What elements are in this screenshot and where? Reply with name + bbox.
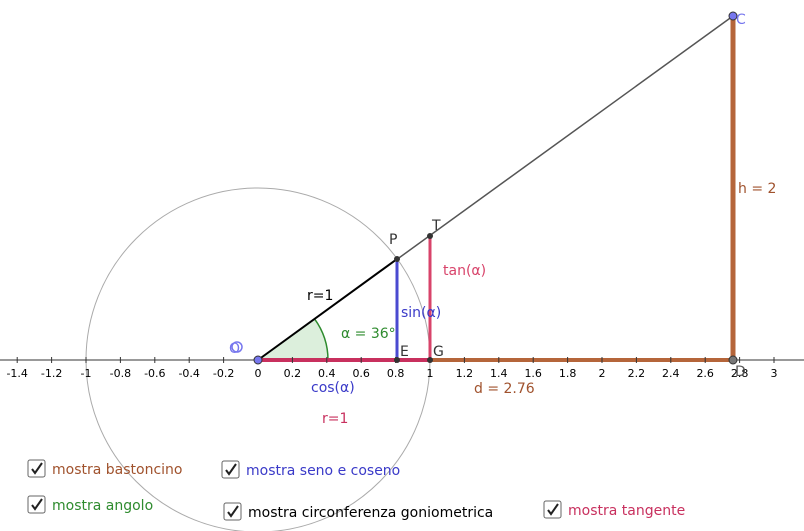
checkbox[interactable]: mostra tangente: [543, 500, 685, 519]
tick-label: -0.8: [110, 367, 131, 380]
label-o: O: [229, 341, 240, 357]
checkbox-check: [31, 462, 43, 475]
checkbox[interactable]: mostra seno e coseno: [221, 460, 400, 479]
point-g: [427, 357, 433, 363]
checkbox[interactable]: mostra bastoncino: [27, 459, 182, 478]
label-sin: sin(α): [401, 305, 441, 321]
tick-label: 1.2: [456, 367, 474, 380]
checkbox-check: [225, 463, 237, 476]
label-radius: r=1: [307, 288, 333, 304]
label-radius-2: r=1: [322, 411, 348, 427]
label-t: T: [431, 218, 441, 234]
checkbox[interactable]: mostra angolo: [27, 495, 153, 514]
point-d: [728, 355, 738, 365]
tick-label: 2.4: [662, 367, 680, 380]
tick-label: -0.6: [144, 367, 165, 380]
tick-label: 0.6: [352, 367, 370, 380]
tick-label: -1.2: [41, 367, 62, 380]
axis-ticks: -1.4 -1.2 -1 -0.8 -0.6 -0.4 -0.2 0 0.2 0.4 0.6 0.8 1…: [6, 357, 778, 380]
checkbox-label[interactable]: mostra seno e coseno: [246, 463, 400, 479]
point-t: [427, 233, 433, 239]
tick-label: 0.4: [318, 367, 336, 380]
angle-arc: [313, 318, 329, 361]
label-g: G: [433, 344, 444, 360]
checkbox-check: [227, 505, 239, 518]
tick-label: -0.4: [178, 367, 199, 380]
label-d: D: [735, 364, 746, 380]
tick-label: -0.2: [213, 367, 234, 380]
label-d-length: d = 2.76: [474, 381, 535, 397]
tick-label: 0.2: [284, 367, 302, 380]
tick-label: 1: [427, 367, 434, 380]
checkbox-group: mostra bastoncino mostra seno e coseno mos…: [27, 459, 685, 521]
label-angle: α = 36°: [341, 326, 396, 342]
point-o-marker: [231, 341, 243, 353]
tick-label: -1.4: [6, 367, 27, 380]
checkbox-box[interactable]: [27, 495, 46, 514]
checkbox-label[interactable]: mostra bastoncino: [52, 462, 182, 478]
point-p: [394, 256, 400, 262]
checkbox-check: [547, 503, 559, 516]
tick-label: 1.8: [559, 367, 577, 380]
point-e: [394, 357, 400, 363]
point-origin: [253, 355, 263, 365]
label-h: h = 2: [738, 181, 776, 197]
tick-label: 0: [255, 367, 262, 380]
label-cos: cos(α): [311, 380, 355, 396]
checkbox-box[interactable]: [223, 502, 242, 521]
tick-label: 0.8: [387, 367, 405, 380]
checkbox-check: [31, 498, 43, 511]
checkbox-box[interactable]: [221, 460, 240, 479]
tick-label: -1: [81, 367, 92, 380]
tick-label: 3: [771, 367, 778, 380]
tick-label: 2: [599, 367, 606, 380]
label-e: E: [400, 344, 409, 360]
radius-segment: [257, 258, 398, 361]
checkbox[interactable]: mostra circonferenza goniometrica: [223, 502, 493, 521]
tick-label: 2.8: [731, 367, 749, 380]
label-tan: tan(α): [443, 263, 486, 279]
tick-label: 2.6: [696, 367, 714, 380]
tick-label: 1.6: [524, 367, 542, 380]
checkbox-box[interactable]: [543, 500, 562, 519]
label-p: P: [389, 232, 397, 248]
label-c: C: [736, 12, 746, 28]
checkbox-label[interactable]: mostra tangente: [568, 503, 685, 519]
tick-label: 1.4: [490, 367, 508, 380]
tick-label: 2.2: [628, 367, 646, 380]
checkbox-label[interactable]: mostra angolo: [52, 498, 153, 514]
checkbox-box[interactable]: [27, 459, 46, 478]
point-c: [728, 11, 738, 21]
checkbox-label[interactable]: mostra circonferenza goniometrica: [248, 505, 493, 521]
angle-sector: [258, 318, 328, 360]
